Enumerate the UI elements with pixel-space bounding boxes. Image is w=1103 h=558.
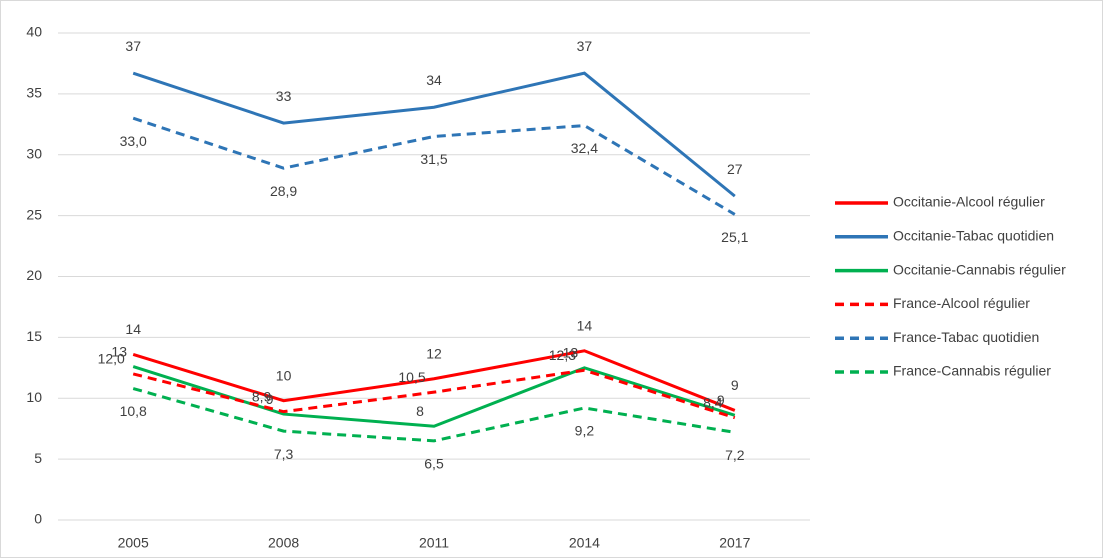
data-label: 9,2 xyxy=(575,423,595,439)
data-label: 13 xyxy=(111,343,127,359)
data-label: 33,0 xyxy=(120,133,147,149)
x-tick-label: 2014 xyxy=(569,535,600,551)
y-tick-label: 40 xyxy=(26,24,42,40)
data-label: 12,3 xyxy=(549,347,576,363)
data-label: 33 xyxy=(276,88,292,104)
y-tick-label: 10 xyxy=(26,389,42,405)
series-line xyxy=(132,349,736,412)
data-label: 37 xyxy=(125,38,141,54)
y-tick-label: 15 xyxy=(26,328,42,344)
data-label: 37 xyxy=(577,38,593,54)
y-tick-label: 35 xyxy=(26,85,42,101)
data-label: 25,1 xyxy=(721,229,748,245)
x-tick-label: 2008 xyxy=(268,535,299,551)
legend-label: France-Cannabis régulier xyxy=(893,363,1051,379)
data-label: 9 xyxy=(731,377,739,393)
data-label: 12 xyxy=(426,345,442,361)
series-line xyxy=(132,365,736,428)
data-label: 9 xyxy=(717,392,725,408)
legend-label: France-Alcool régulier xyxy=(893,295,1030,311)
data-label: 10,8 xyxy=(120,403,147,419)
data-label: 8,9 xyxy=(252,388,272,404)
data-label: 10,5 xyxy=(398,369,425,385)
data-label: 9 xyxy=(266,391,274,407)
y-tick-label: 0 xyxy=(34,511,42,527)
data-label: 34 xyxy=(426,72,442,88)
y-tick-label: 30 xyxy=(26,145,42,161)
y-tick-label: 5 xyxy=(34,450,42,466)
data-label: 27 xyxy=(727,161,743,177)
x-tick-label: 2017 xyxy=(719,535,750,551)
y-tick-label: 20 xyxy=(26,267,42,283)
legend-label: Occitanie-Alcool régulier xyxy=(893,194,1045,210)
data-label: 6,5 xyxy=(424,456,444,472)
legend-label: Occitanie-Cannabis régulier xyxy=(893,261,1066,277)
series-line xyxy=(132,116,736,216)
data-label: 14 xyxy=(125,321,141,337)
data-label: 8 xyxy=(416,403,424,419)
data-label: 8,4 xyxy=(703,394,723,410)
data-label: 28,9 xyxy=(270,183,297,199)
legend-label: France-Tabac quotidien xyxy=(893,329,1039,345)
series-line xyxy=(132,387,736,443)
y-tick-label: 25 xyxy=(26,206,42,222)
data-label: 31,5 xyxy=(420,151,447,167)
series-line xyxy=(132,71,736,198)
x-tick-label: 2011 xyxy=(419,535,449,551)
data-label: 12,0 xyxy=(98,351,125,367)
data-label: 13 xyxy=(563,345,579,361)
data-label: 32,4 xyxy=(571,140,598,156)
data-label: 7,3 xyxy=(274,446,294,462)
x-tick-label: 2005 xyxy=(118,535,149,551)
data-label: 14 xyxy=(577,317,593,333)
legend-label: Occitanie-Tabac quotidien xyxy=(893,228,1054,244)
series-line xyxy=(132,368,736,420)
data-label: 7,2 xyxy=(725,447,745,463)
data-label: 10 xyxy=(276,367,292,383)
